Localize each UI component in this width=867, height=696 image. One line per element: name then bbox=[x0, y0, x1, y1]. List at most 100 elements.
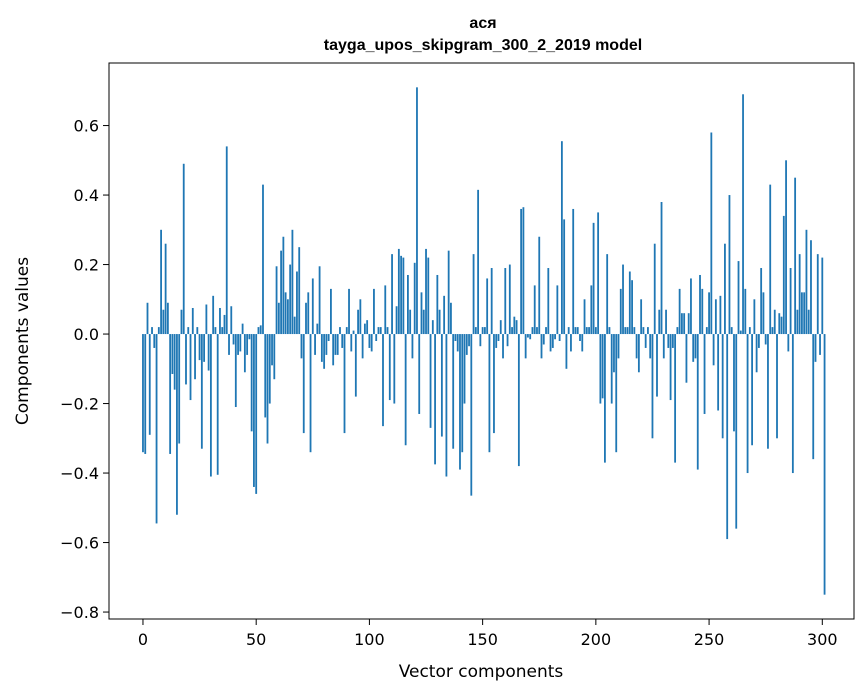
bar bbox=[674, 334, 677, 463]
bar bbox=[305, 302, 307, 335]
bar bbox=[268, 334, 271, 404]
bar bbox=[748, 327, 751, 335]
bar bbox=[379, 327, 382, 335]
bar bbox=[219, 307, 221, 335]
bar bbox=[773, 309, 776, 335]
bar bbox=[461, 334, 464, 453]
bar bbox=[160, 229, 162, 335]
bar bbox=[447, 250, 450, 335]
bar bbox=[690, 278, 692, 335]
bar bbox=[397, 248, 400, 335]
bar bbox=[812, 334, 815, 460]
bar bbox=[332, 334, 335, 366]
bar bbox=[640, 299, 643, 335]
bar bbox=[391, 254, 393, 335]
y-tick-label: −0.6 bbox=[60, 534, 99, 553]
bar bbox=[522, 207, 525, 335]
bar bbox=[456, 334, 459, 352]
x-tick-label: 50 bbox=[246, 630, 266, 649]
bar bbox=[434, 334, 436, 465]
bar bbox=[604, 334, 606, 463]
bar bbox=[280, 250, 282, 335]
bar bbox=[296, 271, 298, 335]
bar bbox=[228, 334, 230, 355]
bar bbox=[558, 334, 561, 341]
bar bbox=[551, 334, 554, 348]
bar bbox=[681, 313, 683, 335]
bar bbox=[300, 334, 303, 359]
bar bbox=[726, 334, 729, 540]
bar bbox=[631, 280, 633, 335]
bar bbox=[819, 334, 821, 355]
bar bbox=[739, 330, 742, 335]
bar bbox=[801, 292, 803, 335]
bar bbox=[540, 334, 543, 359]
bar bbox=[511, 327, 513, 335]
bar bbox=[302, 334, 305, 434]
bar bbox=[232, 334, 235, 345]
bar bbox=[411, 334, 414, 359]
bar bbox=[440, 334, 443, 437]
bar bbox=[151, 327, 153, 335]
bar bbox=[504, 268, 507, 335]
bar bbox=[737, 261, 740, 335]
bar bbox=[660, 202, 663, 335]
bar bbox=[162, 309, 165, 335]
bar bbox=[418, 334, 421, 414]
chart-title: ася bbox=[469, 15, 496, 32]
bar bbox=[225, 146, 228, 335]
bar bbox=[780, 316, 783, 335]
bar bbox=[474, 327, 477, 335]
y-axis-ticks: −0.8 −0.6 −0.4 −0.2 0.0 0.2 0.4 0.6 bbox=[60, 117, 109, 622]
bar bbox=[728, 195, 731, 335]
bar bbox=[207, 334, 210, 371]
bar bbox=[524, 334, 527, 359]
bar bbox=[173, 334, 176, 390]
bar bbox=[450, 302, 452, 335]
bar bbox=[198, 334, 201, 361]
bar bbox=[493, 334, 495, 434]
bar bbox=[459, 334, 461, 470]
bar bbox=[400, 255, 403, 335]
bar bbox=[778, 313, 781, 335]
bar bbox=[590, 285, 593, 335]
bar bbox=[350, 334, 353, 352]
bar bbox=[468, 334, 470, 347]
bar bbox=[642, 327, 645, 335]
bars-group bbox=[142, 87, 826, 595]
bar bbox=[635, 334, 638, 359]
bar bbox=[789, 268, 792, 335]
bar bbox=[422, 309, 425, 335]
bar bbox=[567, 327, 570, 335]
bar bbox=[230, 306, 233, 335]
bar bbox=[610, 334, 613, 404]
bar bbox=[601, 334, 604, 399]
bar bbox=[701, 288, 704, 335]
bar bbox=[594, 327, 597, 335]
y-tick-label: −0.8 bbox=[60, 603, 99, 622]
bar bbox=[615, 334, 618, 453]
bar bbox=[508, 264, 511, 335]
bar bbox=[479, 334, 482, 347]
bar bbox=[214, 327, 217, 335]
x-axis-ticks: 0 50 100 150 200 250 300 bbox=[138, 619, 838, 649]
bar bbox=[445, 334, 448, 477]
bar bbox=[533, 285, 536, 335]
bar bbox=[499, 320, 502, 335]
bar bbox=[388, 334, 391, 401]
bar bbox=[671, 334, 674, 348]
bar bbox=[572, 208, 575, 335]
bar bbox=[431, 320, 434, 335]
bar bbox=[531, 327, 534, 335]
bar bbox=[257, 327, 260, 335]
bar bbox=[762, 292, 765, 335]
bar bbox=[628, 271, 631, 335]
bar bbox=[209, 334, 212, 477]
bar bbox=[583, 299, 586, 335]
y-tick-label: 0.0 bbox=[74, 325, 99, 344]
y-tick-label: 0.4 bbox=[74, 186, 99, 205]
bar bbox=[477, 189, 480, 335]
bar bbox=[787, 334, 790, 352]
bar bbox=[325, 334, 328, 355]
bar bbox=[427, 257, 430, 335]
